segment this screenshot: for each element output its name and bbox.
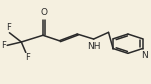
Text: F: F: [6, 23, 11, 32]
Text: O: O: [40, 8, 47, 17]
Text: F: F: [1, 41, 6, 50]
Text: N: N: [141, 51, 148, 60]
Text: F: F: [25, 53, 30, 62]
Text: NH: NH: [88, 42, 101, 51]
